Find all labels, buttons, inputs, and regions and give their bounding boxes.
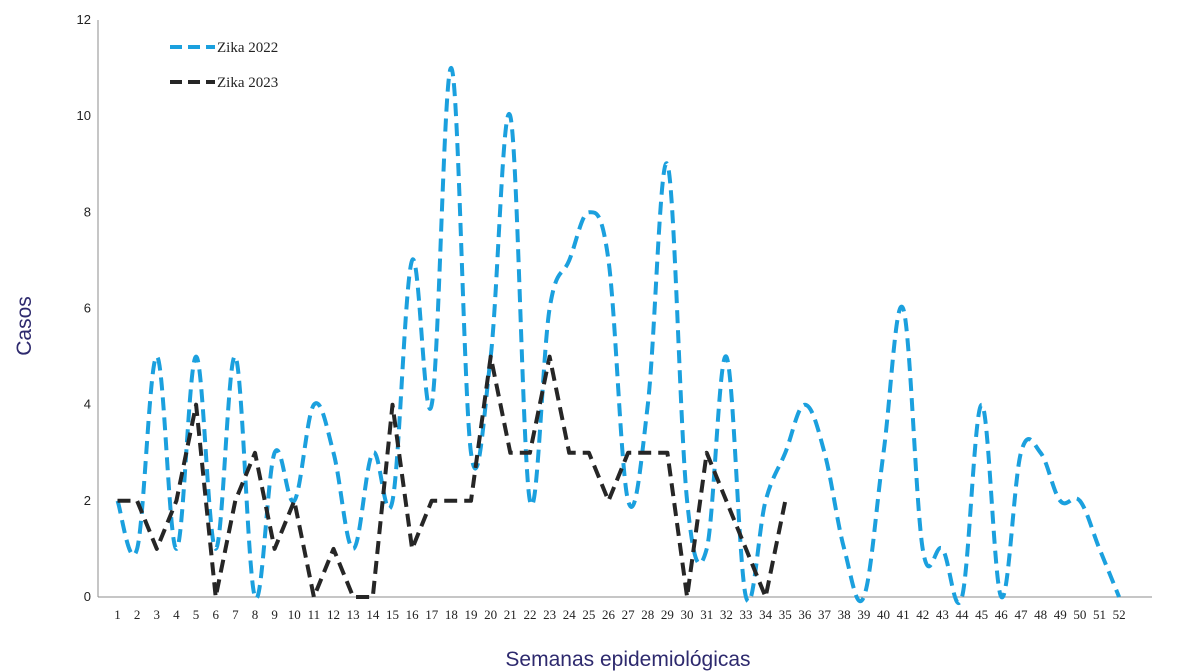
x-tick-label: 39	[857, 607, 870, 622]
x-tick-label: 31	[700, 607, 713, 622]
x-tick-label: 24	[563, 607, 577, 622]
x-tick-label: 49	[1054, 607, 1067, 622]
x-tick-label: 27	[622, 607, 636, 622]
x-tick-label: 37	[818, 607, 832, 622]
x-tick-label: 52	[1113, 607, 1126, 622]
x-tick-label: 1	[114, 607, 121, 622]
x-tick-label: 5	[193, 607, 200, 622]
x-tick-label: 41	[897, 607, 910, 622]
y-ticks: 0 2 4 6 8 10 12	[77, 12, 91, 604]
x-tick-label: 11	[308, 607, 321, 622]
series-line-zika-2022	[115, 66, 1121, 606]
y-axis-title: Casos	[13, 296, 36, 356]
x-tick-label: 40	[877, 607, 890, 622]
y-tick-label: 10	[77, 108, 91, 123]
x-tick-label: 46	[995, 607, 1009, 622]
x-tick-label: 19	[465, 607, 478, 622]
x-tick-label: 26	[602, 607, 616, 622]
x-tick-label: 32	[720, 607, 733, 622]
y-tick-label: 4	[84, 397, 91, 412]
x-tick-label: 38	[838, 607, 851, 622]
x-tick-label: 21	[504, 607, 517, 622]
x-tick-label: 6	[212, 607, 219, 622]
x-tick-label: 13	[347, 607, 360, 622]
x-axis-title: Semanas epidemiológicas	[505, 648, 750, 671]
x-tick-label: 2	[134, 607, 141, 622]
x-tick-label: 42	[916, 607, 929, 622]
x-tick-label: 43	[936, 607, 949, 622]
x-tick-label: 35	[779, 607, 792, 622]
series-line-zika-2023	[117, 354, 788, 600]
x-tick-label: 4	[173, 607, 180, 622]
x-tick-label: 50	[1073, 607, 1086, 622]
x-tick-label: 9	[271, 607, 278, 622]
x-tick-label: 33	[739, 607, 752, 622]
x-tick-label: 7	[232, 607, 239, 622]
y-tick-label: 0	[84, 589, 91, 604]
x-tick-label: 36	[798, 607, 812, 622]
x-tick-label: 29	[661, 607, 674, 622]
y-tick-label: 2	[84, 493, 91, 508]
x-tick-label: 12	[327, 607, 340, 622]
x-tick-label: 3	[154, 607, 161, 622]
x-tick-label: 34	[759, 607, 773, 622]
x-tick-label: 48	[1034, 607, 1047, 622]
x-tick-label: 23	[543, 607, 556, 622]
legend-label-zika-2022: Zika 2022	[217, 40, 278, 56]
x-tick-label: 15	[386, 607, 399, 622]
x-tick-label: 22	[523, 607, 536, 622]
x-tick-label: 44	[956, 607, 970, 622]
x-tick-label: 51	[1093, 607, 1106, 622]
x-tick-label: 47	[1014, 607, 1028, 622]
x-tick-label: 14	[366, 607, 380, 622]
legend-label-zika-2023: Zika 2023	[217, 75, 278, 91]
x-tick-label: 28	[641, 607, 654, 622]
x-ticks: 1 2 3 4 5 6 7 8 9 10 11 12 13 14 15 16 17 18 19 20 21 22 23 24 2…	[114, 607, 1125, 622]
series-lines	[115, 66, 1121, 606]
x-tick-label: 25	[582, 607, 595, 622]
x-tick-label: 18	[445, 607, 458, 622]
x-tick-label: 30	[681, 607, 694, 622]
y-tick-label: 8	[84, 204, 91, 219]
x-tick-label: 17	[425, 607, 439, 622]
x-tick-label: 45	[975, 607, 988, 622]
x-tick-label: 8	[252, 607, 259, 622]
x-tick-label: 20	[484, 607, 497, 622]
y-tick-label: 6	[84, 301, 91, 316]
x-tick-label: 16	[406, 607, 420, 622]
x-tick-label: 10	[288, 607, 301, 622]
y-tick-label: 12	[77, 12, 91, 27]
legend: Zika 2022 Zika 2023	[170, 40, 278, 91]
